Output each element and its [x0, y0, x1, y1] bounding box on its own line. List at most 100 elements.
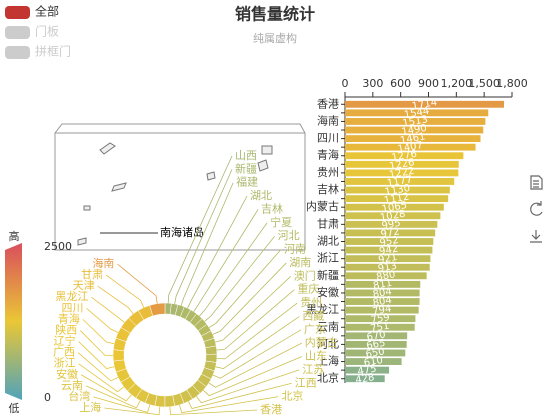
pie-label: 云南	[61, 379, 83, 392]
y-tick-label: 上海	[317, 354, 339, 368]
data-label: 1461	[399, 131, 426, 146]
data-label: 1407	[397, 140, 424, 155]
pie-label: 天津	[73, 279, 95, 292]
y-tick-label: 云南	[317, 320, 339, 333]
y-tick-label: 新疆	[317, 268, 339, 282]
bar	[345, 169, 459, 177]
label-line	[77, 352, 119, 382]
bar	[345, 340, 407, 348]
y-tick-label: 北京	[317, 371, 339, 385]
label-line	[93, 396, 151, 413]
bar	[345, 349, 406, 357]
label-line	[179, 396, 279, 414]
data-label: 1028	[379, 209, 406, 224]
label-line	[169, 406, 258, 416]
bar	[345, 195, 449, 203]
data-view-icon[interactable]	[530, 175, 543, 190]
toolbox[interactable]	[530, 175, 543, 243]
bar	[345, 100, 505, 108]
data-label: 1490	[401, 123, 428, 138]
data-label: 811	[372, 278, 393, 292]
map-inset: 南海诸岛	[54, 123, 306, 251]
bar	[345, 272, 427, 280]
label-line	[79, 330, 114, 356]
pie-label: 广东	[304, 323, 326, 336]
x-tick-label: 1,200	[441, 77, 473, 90]
label-line	[212, 329, 302, 379]
data-label: 1112	[383, 191, 410, 206]
label-line	[117, 263, 158, 304]
y-tick-label: 海南	[317, 113, 339, 127]
y-tick-label: 四川	[317, 132, 339, 145]
pie-label: 安徽	[56, 367, 78, 381]
pie-label: 湖南	[289, 256, 311, 269]
data-label: 610	[363, 355, 384, 369]
data-label: 804	[372, 286, 393, 300]
label-line	[167, 155, 233, 304]
data-label: 475	[357, 364, 378, 378]
x-tick-label: 900	[418, 77, 439, 90]
bar	[345, 375, 385, 383]
bar	[345, 203, 444, 211]
data-label: 1276	[391, 149, 418, 164]
chart-subtitle: 纯属虚构	[253, 31, 297, 45]
label-line	[215, 316, 300, 370]
visual-map-high: 高	[9, 229, 20, 243]
data-label: 913	[377, 261, 398, 275]
data-label: 1226	[388, 157, 415, 172]
restore-icon[interactable]	[530, 201, 543, 216]
x-tick-label: 1,800	[496, 77, 528, 90]
pie-label: 宁夏	[270, 215, 292, 229]
data-label: 1222	[388, 166, 415, 181]
pie-label: 陕西	[55, 322, 77, 336]
data-label: 670	[366, 329, 387, 343]
legend-swatch	[5, 6, 30, 19]
label-line	[97, 285, 134, 315]
y-tick-label: 黑龙江	[306, 303, 339, 316]
bar	[345, 263, 430, 271]
data-label: 794	[372, 304, 393, 318]
x-tick-label: 600	[390, 77, 411, 90]
visual-map-max: 2500	[44, 240, 72, 253]
y-tick-label: 甘肃	[317, 217, 339, 230]
bar	[345, 298, 420, 305]
pie-label: 江苏	[302, 363, 324, 376]
bar	[345, 280, 421, 288]
data-label: 1177	[386, 174, 413, 189]
y-tick-label: 湖北	[317, 235, 339, 248]
pie-label: 西藏	[302, 309, 324, 322]
pie-label: 河北	[278, 229, 300, 242]
x-tick-label: 300	[362, 77, 383, 90]
data-label: 995	[381, 218, 402, 232]
pie-label: 新疆	[235, 161, 257, 175]
legend-label: 全部	[35, 4, 59, 19]
label-line	[216, 289, 295, 351]
data-label: 759	[370, 312, 391, 326]
y-tick-label: 安徽	[317, 285, 339, 299]
pie-label: 上海	[79, 400, 101, 414]
label-line	[196, 369, 300, 404]
bar	[345, 229, 436, 237]
data-label: 751	[370, 321, 391, 335]
label-line	[104, 406, 161, 416]
data-label: 1544	[403, 106, 430, 121]
pie-label: 浙江	[54, 357, 76, 370]
bar	[345, 315, 416, 323]
save-icon[interactable]	[530, 230, 542, 243]
bar	[345, 143, 476, 151]
map-inset-label: 南海诸岛	[160, 225, 204, 239]
chart-title: 销售量统计	[235, 5, 315, 24]
bar	[345, 238, 434, 245]
visual-map-low: 低	[9, 402, 20, 415]
label-line	[216, 302, 298, 360]
pie-label: 北京	[281, 389, 303, 403]
pie-segment	[149, 302, 166, 317]
pie-label: 广西	[53, 346, 75, 359]
bar	[345, 246, 433, 254]
pie-label: 台湾	[68, 389, 90, 403]
pie-label: 吉林	[261, 201, 283, 215]
bar	[345, 160, 459, 168]
data-label: 952	[379, 235, 400, 249]
visual-map-bar	[5, 243, 22, 400]
pie-segment	[112, 349, 125, 362]
